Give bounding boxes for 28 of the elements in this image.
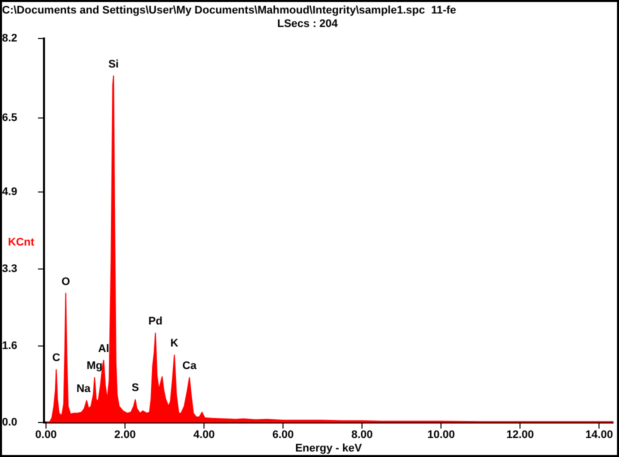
y-tick-label: 3.3: [2, 262, 18, 275]
chart-subtitle: LSecs : 204: [277, 18, 339, 30]
y-tick-label: 8.2: [2, 32, 18, 44]
annotation: C: [52, 352, 60, 364]
x-tick-label: 0.00: [35, 429, 57, 442]
x-tick-label: 12.00: [506, 429, 534, 442]
x-tick-label: 10.00: [427, 429, 455, 442]
x-axis-title: Energy - keV: [295, 442, 362, 454]
annotation: Al: [98, 342, 110, 355]
annotation: Pd: [148, 316, 162, 328]
annotation: S: [132, 382, 139, 394]
y-tick-label: 6.5: [2, 112, 18, 124]
annotation: Si: [108, 58, 119, 70]
annotation: Na: [76, 383, 92, 396]
y-tick-label: 0.0: [2, 416, 18, 429]
chart-title: C:\Documents and Settings\User\My Documents\Mahmoud\Integrity\sample1.spc 11-fe: [2, 4, 456, 17]
annotation: K: [170, 338, 178, 350]
y-axis-title: KCnt: [8, 236, 35, 249]
x-tick-label: 6.00: [272, 429, 294, 442]
annotation: Ca: [182, 360, 198, 372]
y-tick-label: 4.9: [2, 186, 18, 198]
annotation: Mg: [86, 360, 103, 372]
x-tick-label: 8.00: [351, 429, 373, 442]
annotation: O: [61, 276, 70, 288]
x-tick-label: 2.00: [114, 429, 136, 442]
y-tick-label: 1.6: [2, 340, 18, 352]
x-tick-label: 4.00: [193, 429, 215, 442]
x-tick-label: 14.00: [585, 429, 613, 442]
